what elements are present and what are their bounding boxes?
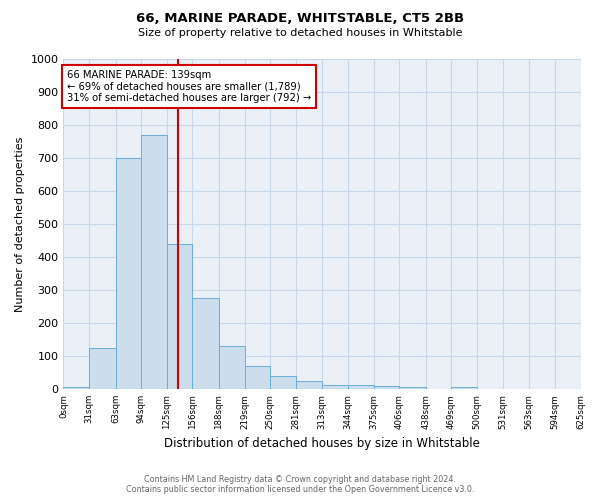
Bar (348, 385, 374, 389)
Text: 66 MARINE PARADE: 139sqm
← 69% of detached houses are smaller (1,789)
31% of sem: 66 MARINE PARADE: 139sqm ← 69% of detach… (67, 70, 311, 103)
Text: Size of property relative to detached houses in Whitstable: Size of property relative to detached ho… (138, 28, 462, 38)
Text: 66, MARINE PARADE, WHITSTABLE, CT5 2BB: 66, MARINE PARADE, WHITSTABLE, CT5 2BB (136, 12, 464, 26)
Bar (245, 366, 270, 389)
Bar (451, 388, 477, 389)
Bar (219, 346, 245, 389)
Bar (89, 348, 116, 389)
Bar (296, 380, 322, 389)
Bar (374, 386, 400, 389)
X-axis label: Distribution of detached houses by size in Whitstable: Distribution of detached houses by size … (164, 437, 480, 450)
Bar (193, 298, 219, 389)
Bar (116, 158, 141, 389)
Y-axis label: Number of detached properties: Number of detached properties (15, 136, 25, 312)
Bar (167, 244, 193, 389)
Bar (141, 135, 167, 389)
Bar (64, 388, 89, 389)
Bar (270, 376, 296, 389)
Text: Contains HM Land Registry data © Crown copyright and database right 2024.
Contai: Contains HM Land Registry data © Crown c… (126, 474, 474, 494)
Bar (400, 388, 426, 389)
Bar (322, 385, 348, 389)
